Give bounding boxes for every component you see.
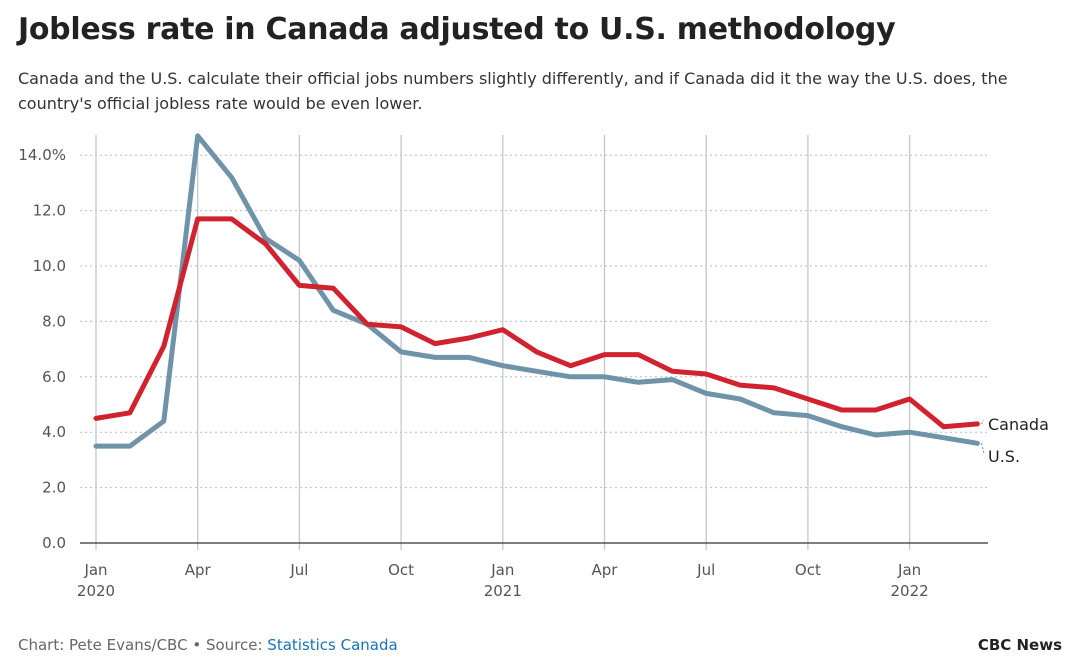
y-tick-label: 6.0 [42,368,66,386]
x-tick-year-label: 2022 [891,582,929,600]
y-tick-label: 8.0 [42,312,66,330]
chart-labels: Canada U.S. [980,415,1049,466]
y-tick-label: 12.0 [33,202,66,220]
x-tick-label: Jan [83,561,107,579]
chart-subtitle: Canada and the U.S. calculate their offi… [18,69,1008,113]
y-tick-label: 2.0 [42,479,66,497]
chart-axes: 0.0 2.0 4.0 6.0 8.0 10.0 12.0 14.0% Jan 2020 Apr Ju… [18,146,988,600]
x-tick-label: Jul [696,561,715,579]
series-line-us [93,133,980,449]
credit-text: Chart: Pete Evans/CBC [18,636,188,654]
chart-credit: Chart: Pete Evans/CBC • Source: Statisti… [18,636,398,654]
x-tick-label: Oct [795,561,821,579]
chart-grid [80,135,988,550]
series-label-canada: Canada [988,415,1049,434]
y-tick-label: 4.0 [42,423,66,441]
source-link[interactable]: Statistics Canada [267,636,398,654]
x-tick-year-label: 2020 [77,582,115,600]
series-label-leader-canada [980,419,985,425]
y-tick-label: 14.0% [18,146,66,164]
series-line-canada [93,216,980,430]
x-tick-label: Oct [388,561,414,579]
x-tick-label: Apr [592,561,619,579]
chart-series [93,133,980,449]
y-tick-label: 10.0 [33,257,66,275]
x-tick-label: Apr [185,561,212,579]
x-tick-label: Jul [289,561,308,579]
x-tick-year-label: 2021 [484,582,522,600]
brand-label: CBC News [977,636,1062,654]
series-label-leader-us [980,443,985,454]
series-label-us: U.S. [988,447,1020,466]
y-tick-label: 0.0 [42,534,66,552]
x-tick-label: Jan [490,561,514,579]
source-separator: • Source: [187,636,268,654]
x-tick-label: Jan [897,561,921,579]
chart-title: Jobless rate in Canada adjusted to U.S. … [18,12,896,47]
